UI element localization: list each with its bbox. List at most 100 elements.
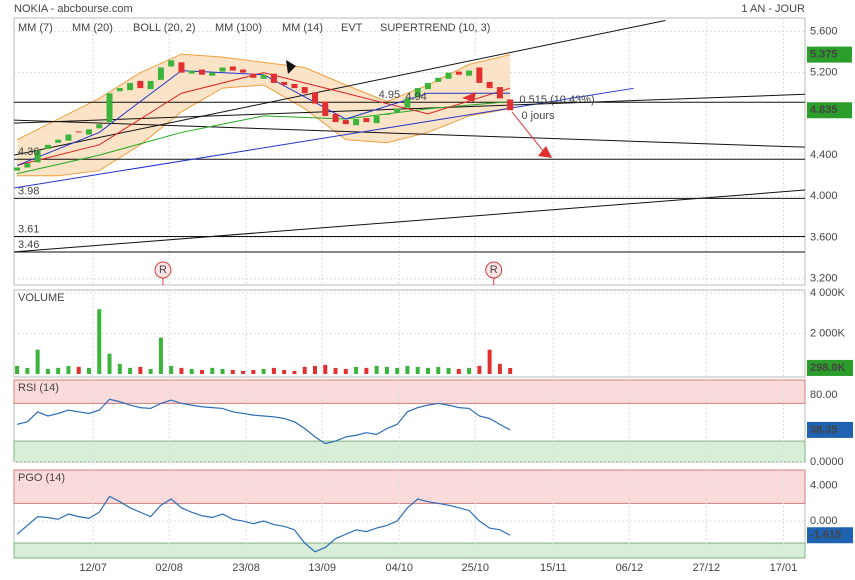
candle — [476, 67, 483, 83]
last-value-label: -1.615 — [810, 529, 841, 541]
legend-entry: SUPERTREND (10, 3) — [380, 22, 490, 34]
volume-bar — [66, 365, 71, 374]
panel-title: PGO (14) — [18, 472, 65, 484]
candle — [270, 73, 277, 83]
y-tick-label: 4.400 — [810, 149, 838, 161]
candle — [44, 144, 51, 149]
candle — [127, 82, 134, 91]
value-box — [807, 102, 852, 119]
value-box-label: 4.835 — [810, 104, 838, 116]
y-tick-label: 0.0000 — [810, 456, 844, 468]
last-value-label: 298.0K — [810, 362, 846, 374]
value-box-label: 5.375 — [810, 49, 838, 61]
volume-bar — [261, 368, 266, 374]
legend-entry: BOLL (20, 2) — [133, 22, 196, 34]
candle — [147, 80, 154, 90]
volume-bar — [467, 367, 472, 374]
candle — [486, 81, 493, 89]
volume-bar — [477, 365, 482, 374]
volume-bar — [56, 367, 61, 374]
level-label: 3.98 — [18, 185, 39, 197]
volume-bar — [446, 367, 451, 374]
trend-line — [14, 189, 805, 253]
x-tick-label: 17/01 — [770, 562, 798, 574]
y-tick-label: 3.600 — [810, 231, 838, 243]
volume-bar — [364, 367, 369, 374]
annotation: 4.95 — [379, 89, 400, 101]
event-label: R — [159, 264, 167, 276]
volume-bar — [210, 367, 215, 374]
candle — [435, 77, 442, 82]
volume-bar — [138, 366, 143, 374]
volume-bar — [97, 309, 102, 374]
volume-bar — [230, 369, 235, 374]
y-tick-label: 3.200 — [810, 273, 838, 285]
volume-bar — [148, 368, 153, 374]
candle — [209, 72, 216, 76]
candle — [116, 88, 123, 92]
last-value-box — [807, 421, 853, 438]
volume-bar — [169, 365, 174, 374]
x-tick-label: 27/12 — [693, 562, 721, 574]
volume-bar — [158, 337, 163, 374]
y-tick-label: 4 000K — [810, 287, 846, 299]
overbought-band — [13, 469, 806, 504]
volume-bar — [323, 364, 328, 374]
candle — [466, 70, 473, 76]
candle — [373, 115, 380, 124]
volume-bar — [374, 365, 379, 374]
x-tick-label: 25/10 — [461, 562, 489, 574]
value-box — [807, 46, 852, 63]
candle — [301, 87, 308, 94]
x-tick-label: 13/09 — [308, 562, 336, 574]
event-label: R — [490, 264, 498, 276]
candle — [394, 108, 401, 113]
volume-bar — [508, 367, 513, 374]
y-tick-label: 0.000 — [810, 515, 838, 527]
volume-bar — [86, 367, 91, 374]
oversold-band — [13, 440, 806, 463]
candle — [332, 113, 339, 123]
oversold-band — [13, 542, 806, 559]
annotation: 0 jours — [521, 110, 555, 122]
volume-bar — [35, 349, 40, 374]
price-clip — [14, 19, 805, 253]
panel-title: VOLUME — [18, 292, 64, 304]
annotation: 4.94 — [405, 91, 426, 103]
moving-average — [16, 72, 511, 166]
y-tick-label: 4.000 — [810, 190, 838, 202]
candle — [445, 72, 452, 79]
volume-bar — [189, 368, 194, 374]
candle — [14, 167, 21, 171]
moving-average — [16, 101, 511, 175]
volume-bar — [117, 363, 122, 374]
level-label: 3.46 — [18, 239, 39, 251]
candle — [219, 67, 226, 72]
candle — [363, 117, 370, 123]
candle — [311, 92, 318, 104]
last-value-box — [807, 527, 853, 544]
volume-bar — [128, 367, 133, 374]
volume-bar — [251, 369, 256, 374]
header-title: NOKIA - abcbourse.com — [14, 3, 133, 15]
candle — [85, 129, 92, 135]
candle — [34, 149, 41, 163]
panel-frame — [13, 17, 806, 286]
volume-bar — [292, 370, 297, 374]
last-value-box — [807, 359, 853, 376]
candle — [75, 131, 82, 133]
drawing-arrow-head — [462, 92, 476, 102]
overbought-band — [13, 379, 806, 404]
y-tick-label: 80.00 — [810, 389, 838, 401]
candle — [240, 69, 247, 73]
x-tick-label: 12/07 — [79, 562, 107, 574]
volume-bar — [333, 367, 338, 374]
header-period: 1 AN - JOUR — [741, 3, 805, 15]
trend-line — [14, 119, 805, 148]
volume-bar — [25, 367, 30, 374]
candle — [414, 88, 421, 98]
volume-bar — [395, 367, 400, 374]
candle — [157, 67, 164, 80]
legend-entry: MM (20) — [72, 22, 113, 34]
